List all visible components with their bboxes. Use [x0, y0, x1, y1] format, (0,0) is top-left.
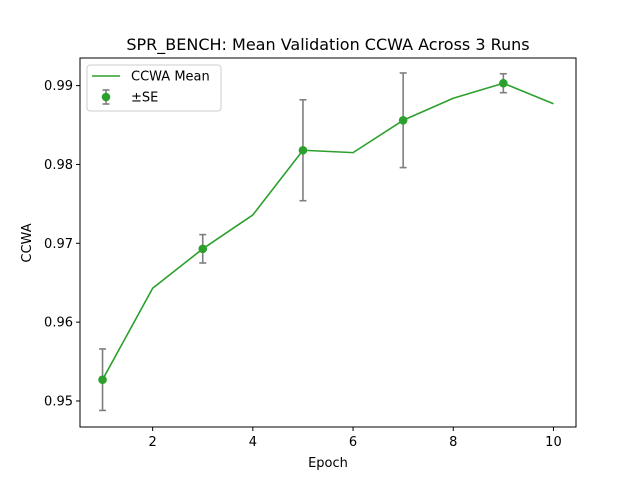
data-point — [398, 115, 408, 125]
plot-area — [98, 72, 554, 412]
axes: 2 4 6 8 10 0.95 0.96 0.97 0.98 0.99 — [44, 57, 577, 450]
data-point — [499, 78, 508, 88]
legend-label-se: ±SE — [131, 91, 158, 106]
y-tick-label: 0.99 — [44, 79, 73, 94]
legend-marker-swatch — [101, 92, 111, 102]
x-axis-label: Epoch — [308, 456, 348, 471]
series-line-ccwa-mean — [101, 82, 554, 381]
chart-title: SPR_BENCH: Mean Validation CCWA Across 3… — [126, 35, 529, 55]
y-axis-label: CCWA — [20, 223, 35, 262]
x-tick-label: 6 — [349, 435, 357, 450]
y-tick-label: 0.97 — [44, 237, 73, 252]
x-tick-label: 2 — [149, 435, 157, 450]
y-tick-label: 0.98 — [44, 158, 73, 173]
y-tick-label: 0.96 — [44, 316, 73, 331]
legend-box — [86, 64, 222, 112]
y-tick-label: 0.95 — [44, 394, 73, 409]
legend: CCWA Mean ±SE — [86, 64, 222, 112]
axes-frame — [79, 57, 577, 428]
data-point — [298, 145, 308, 155]
data-point — [198, 244, 208, 254]
x-tick-label: 8 — [449, 435, 457, 450]
x-tick-label: 4 — [249, 435, 257, 450]
x-tick-label: 10 — [545, 435, 562, 450]
legend-label-ccwa-mean: CCWA Mean — [131, 70, 210, 85]
data-point — [98, 375, 107, 384]
